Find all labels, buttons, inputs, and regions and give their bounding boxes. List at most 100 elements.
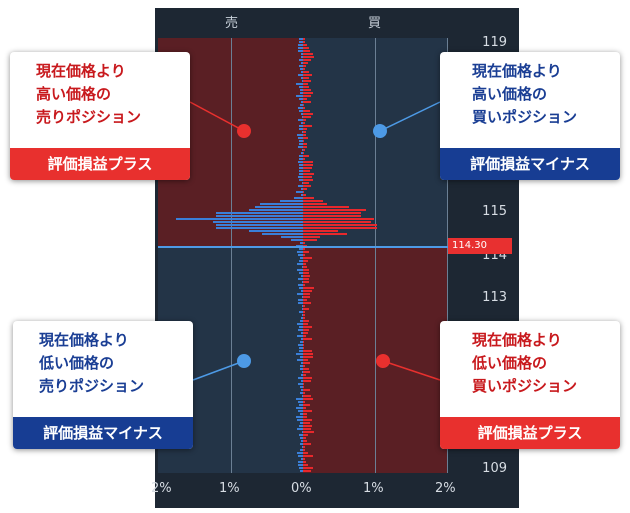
sell-bar bbox=[216, 227, 303, 229]
price-tick-119: 119 bbox=[482, 35, 507, 50]
buy-bar bbox=[303, 101, 311, 103]
sell-bar bbox=[216, 212, 303, 214]
sell-bar bbox=[294, 197, 303, 199]
buy-bar bbox=[303, 350, 312, 352]
buy-bar bbox=[303, 122, 305, 124]
buy-bar bbox=[303, 161, 313, 163]
buy-bar bbox=[303, 218, 374, 220]
sell-bar bbox=[213, 221, 303, 223]
sell-bar bbox=[302, 116, 303, 118]
buy-bar bbox=[303, 347, 304, 349]
buy-bar bbox=[303, 149, 305, 151]
buy-bar bbox=[303, 317, 305, 319]
sell-bar bbox=[301, 440, 303, 442]
sell-bar bbox=[301, 77, 303, 79]
sell-bar bbox=[300, 368, 303, 370]
sell-bar bbox=[298, 464, 303, 466]
sell-bar bbox=[249, 209, 303, 211]
sell-bar bbox=[300, 68, 303, 70]
sell-bar bbox=[299, 41, 303, 43]
sell-bar bbox=[301, 122, 303, 124]
buy-bar bbox=[303, 248, 305, 250]
sell-bar bbox=[302, 308, 303, 310]
callout-line: 高い価格の bbox=[472, 85, 548, 103]
sell-bar bbox=[301, 374, 303, 376]
sell-bar bbox=[299, 260, 303, 262]
marker-dot-upper-sell bbox=[237, 124, 251, 138]
buy-bar bbox=[303, 335, 306, 337]
sell-bar bbox=[299, 179, 303, 181]
buy-bar bbox=[303, 359, 308, 361]
buy-bar bbox=[303, 185, 311, 187]
buy-bar bbox=[303, 200, 323, 202]
sell-bar bbox=[299, 158, 303, 160]
sell-bar bbox=[302, 305, 303, 307]
sell-bar bbox=[299, 311, 303, 313]
buy-bar bbox=[303, 65, 306, 67]
buy-bar bbox=[303, 266, 307, 268]
sell-bar bbox=[291, 239, 303, 241]
sell-bar bbox=[300, 92, 303, 94]
price-tick-109: 109 bbox=[482, 461, 507, 476]
sell-bar bbox=[300, 392, 303, 394]
buy-bar bbox=[303, 110, 310, 112]
sell-bar bbox=[298, 299, 303, 301]
sell-bar bbox=[262, 233, 303, 235]
buy-bar bbox=[303, 167, 312, 169]
sell-bar bbox=[301, 332, 303, 334]
percent-tick-sell-1: 1% bbox=[219, 481, 240, 496]
buy-bar bbox=[303, 458, 305, 460]
sell-bar bbox=[297, 428, 303, 430]
sell-bar bbox=[298, 383, 303, 385]
gridline-buy-2pct bbox=[447, 38, 448, 473]
buy-bar bbox=[303, 44, 307, 46]
sell-bar bbox=[300, 443, 303, 445]
callout-line: 現在価格より bbox=[39, 331, 129, 349]
sell-bar bbox=[299, 272, 303, 274]
buy-bar bbox=[303, 323, 308, 325]
buy-bar bbox=[303, 137, 308, 139]
sell-bar bbox=[301, 275, 303, 277]
sell-bar bbox=[300, 104, 303, 106]
sell-bar bbox=[297, 335, 303, 337]
sell-bar bbox=[302, 446, 303, 448]
sell-bar bbox=[302, 266, 303, 268]
sell-bar bbox=[301, 56, 303, 58]
buy-bar bbox=[303, 404, 310, 406]
buy-bar bbox=[303, 227, 377, 229]
buy-bar bbox=[303, 446, 305, 448]
buy-bar bbox=[303, 338, 312, 340]
buy-bar bbox=[303, 410, 312, 412]
buy-bar bbox=[303, 155, 309, 157]
sell-bar bbox=[301, 101, 303, 103]
buy-bar bbox=[303, 47, 309, 49]
sell-bar bbox=[299, 170, 303, 172]
buy-bar bbox=[303, 143, 307, 145]
buy-bar bbox=[303, 134, 306, 136]
buy-bar bbox=[303, 383, 304, 385]
buy-bar bbox=[303, 188, 307, 190]
buy-bar bbox=[303, 77, 309, 79]
sell-bar bbox=[300, 449, 303, 451]
sell-bar bbox=[298, 344, 303, 346]
buy-bar bbox=[303, 74, 312, 76]
sell-bar bbox=[296, 407, 303, 409]
sell-bar bbox=[301, 152, 303, 154]
buy-bar bbox=[303, 239, 317, 241]
sell-bar bbox=[298, 278, 303, 280]
sell-bar bbox=[299, 59, 303, 61]
buy-bar bbox=[303, 431, 314, 433]
buy-bar bbox=[303, 140, 304, 142]
buy-bar bbox=[303, 329, 309, 331]
buy-bar bbox=[303, 62, 308, 64]
sell-bar bbox=[297, 323, 303, 325]
buy-bar bbox=[303, 119, 306, 121]
buy-bar bbox=[303, 467, 313, 469]
buy-bar bbox=[303, 260, 308, 262]
sell-bar bbox=[255, 206, 303, 208]
sell-bar bbox=[299, 167, 303, 169]
buy-bar bbox=[303, 104, 304, 106]
sell-bar bbox=[299, 86, 303, 88]
buy-bar bbox=[303, 374, 306, 376]
buy-bar bbox=[303, 158, 305, 160]
